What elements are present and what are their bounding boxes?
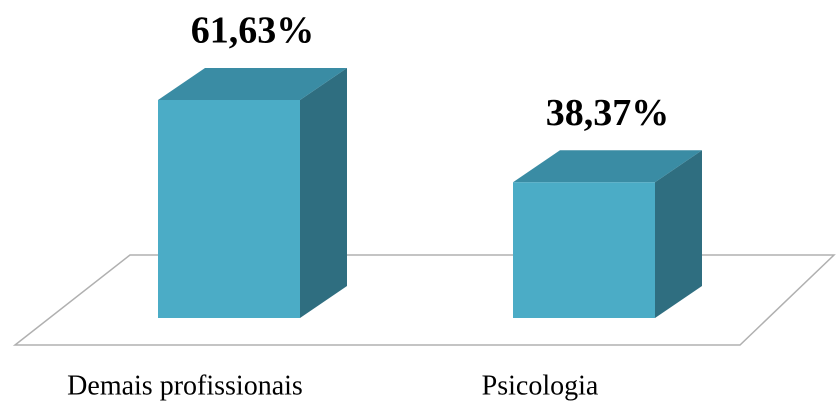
category-label: Psicologia: [482, 370, 599, 401]
value-label: 38,37%: [546, 92, 670, 134]
bar-side: [655, 150, 702, 318]
category-label: Demais profissionais: [67, 370, 303, 401]
floor: [12, 254, 836, 346]
bar: [513, 182, 655, 318]
value-label: 61,63%: [191, 10, 315, 52]
bar-top: [513, 150, 702, 183]
bar-top: [158, 68, 347, 100]
bar-side: [300, 68, 347, 318]
bar: [158, 100, 300, 318]
